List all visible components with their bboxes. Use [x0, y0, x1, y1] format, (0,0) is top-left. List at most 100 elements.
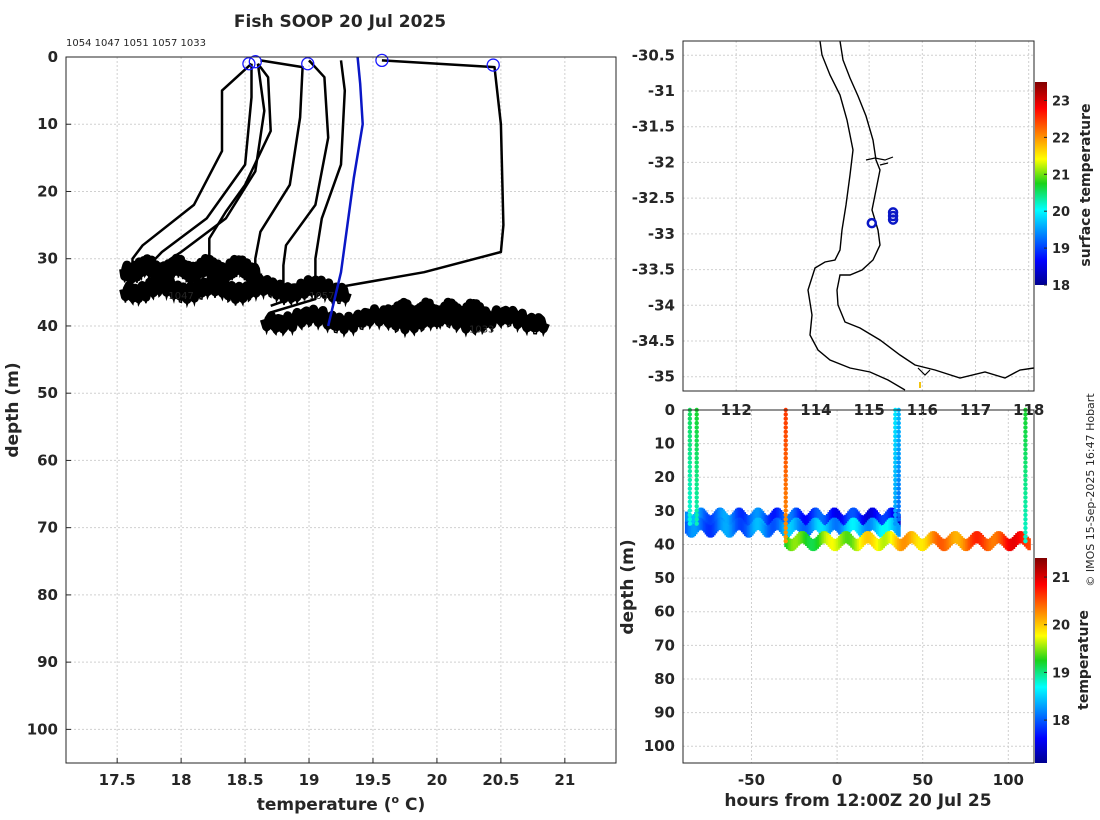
cast-sample — [783, 499, 788, 504]
cast-sample — [783, 460, 788, 465]
cast-sample — [687, 460, 693, 465]
map-lat-label: -31.5 — [632, 118, 675, 136]
depth-tick-label: 0 — [665, 401, 675, 419]
cast-sample — [783, 416, 788, 421]
cast-sample — [896, 503, 901, 509]
map-lat-label: -33.5 — [632, 261, 675, 279]
map-grid — [683, 41, 1034, 391]
cast-sample — [687, 503, 693, 509]
depth-tick-label: 80 — [654, 670, 675, 688]
profile-id-header: 1054 1047 1051 1057 1033 — [66, 38, 206, 49]
y-tick-label: 20 — [37, 182, 58, 200]
cast-sample — [1023, 412, 1028, 417]
colorbar-tick-label: 21 — [1052, 168, 1070, 183]
cast-sample — [1023, 508, 1028, 513]
cast-sample — [687, 490, 693, 496]
temperature-colorbar — [1035, 558, 1047, 763]
cast-sample — [687, 447, 693, 452]
profile-line-1054 — [131, 62, 253, 273]
cast-sample — [694, 521, 699, 526]
y-tick-label: 60 — [37, 451, 58, 469]
cast-sample — [896, 468, 901, 474]
cast-sample — [1023, 416, 1028, 421]
cast-sample — [893, 499, 898, 504]
chart-title: Fish SOOP 20 Jul 2025 — [234, 12, 446, 32]
cast-sample — [1023, 468, 1028, 474]
cast-sample — [896, 486, 901, 491]
cast-sample — [896, 495, 901, 500]
depth-tick-labels: 0 10 20 30 40 50 60 70 80 90 100 — [644, 401, 675, 755]
cast-sample — [687, 455, 693, 461]
cast-sample — [694, 499, 699, 504]
temperature-colorbar-label: temperature — [1076, 610, 1092, 710]
cast-sample — [893, 420, 898, 426]
cast-sample — [893, 438, 898, 443]
timeseries-axes-frame — [682, 409, 1035, 764]
surface-marker — [375, 53, 389, 68]
timeseries-panel: -50 0 50 100 0 10 20 30 40 50 60 70 80 90 100 hours f… — [618, 401, 1092, 811]
profile-line-1047 — [147, 63, 253, 293]
map-lat-label: -34 — [648, 296, 675, 314]
cast-sample — [1023, 503, 1028, 509]
surface-temp-colorbar — [1035, 82, 1047, 285]
cast-sample — [687, 429, 693, 435]
profile-line-1057 — [208, 62, 272, 266]
hours-tick-label: 0 — [832, 771, 842, 789]
map-lat-label: -31 — [648, 82, 675, 100]
profile-grid — [66, 56, 616, 763]
band-label: 1033 — [469, 325, 494, 336]
colorbar-tick-label: 22 — [1052, 131, 1070, 146]
cast-sample — [893, 482, 898, 487]
cast-sample — [1023, 521, 1028, 526]
profile-line-1033 — [270, 59, 505, 307]
cast-sample — [896, 420, 901, 426]
cast-sample — [687, 434, 693, 439]
profile-line-mean — [326, 56, 364, 327]
cast-sample — [694, 473, 699, 478]
cast-sample — [1023, 451, 1028, 456]
band-label: 1047 — [168, 291, 193, 302]
cast-sample — [893, 473, 898, 478]
colorbar-tick-label: 21 — [1052, 571, 1070, 586]
profile-axes-frame — [65, 56, 617, 764]
cast-sample — [694, 438, 699, 443]
surface-marker — [301, 57, 315, 71]
cast-sample — [1023, 460, 1028, 465]
cast-sample — [694, 495, 699, 500]
x-tick-label: 17.5 — [99, 771, 136, 789]
colorbar-tick-label: 23 — [1052, 94, 1070, 109]
coastline-right — [836, 40, 1035, 379]
cast-sample — [694, 416, 699, 421]
depth-axis-label: depth (m) — [618, 539, 638, 634]
cast-sample — [783, 468, 788, 474]
cast-sample — [1023, 525, 1028, 531]
cast-sample — [893, 455, 898, 461]
cast-sample — [694, 512, 699, 518]
cast-sample — [893, 442, 898, 448]
cast-sample — [896, 451, 901, 456]
cast-sample — [896, 425, 901, 430]
cast-sample — [783, 517, 788, 522]
cast-sample — [1023, 512, 1028, 518]
profile-line-1050 — [270, 60, 347, 314]
cast-sample — [1023, 486, 1028, 491]
bottom-band-noise — [263, 312, 547, 339]
cast-sample — [694, 451, 699, 456]
surface-markers — [242, 53, 500, 72]
cast-sample — [1023, 530, 1028, 535]
cast-sample — [893, 451, 898, 456]
y-tick-label: 80 — [37, 586, 58, 604]
map-lat-ticks: -30.5 -31 -31.5 -32 -32.5 -33 -33.5 -34 -34.5 -35 — [632, 46, 675, 385]
profile-panel: Fish SOOP 20 Jul 2025 1054 1047 1051 105… — [3, 12, 617, 815]
cast-sample — [687, 477, 693, 483]
bottom-sample — [897, 524, 901, 537]
cast-sample — [893, 429, 898, 435]
cast-sample — [896, 416, 901, 421]
y-tick-labels: 0 10 20 30 40 50 60 70 80 90 100 — [27, 48, 58, 738]
cast-sample — [896, 512, 901, 518]
cast-sample — [687, 473, 693, 478]
cast-sample — [1023, 455, 1028, 461]
map-panel: 112 114 115 116 117 118 -30.5-31-31.5-32-32.5… — [632, 40, 1094, 419]
cast-sample — [896, 490, 901, 496]
cast-sample — [1023, 447, 1028, 452]
